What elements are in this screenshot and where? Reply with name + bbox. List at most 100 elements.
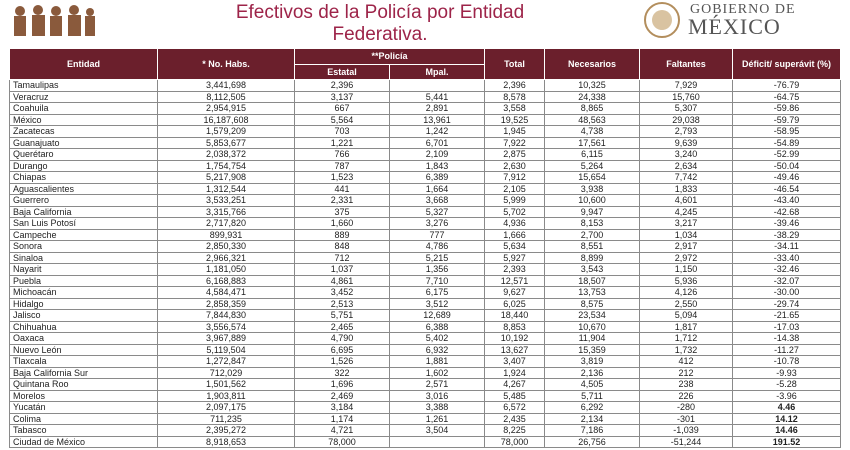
table-cell: 12,689 [389, 309, 485, 322]
table-cell: 2,917 [639, 240, 733, 253]
table-cell: -46.54 [732, 182, 841, 195]
table-cell: 1,732 [639, 343, 733, 356]
table-cell: Oaxaca [9, 332, 158, 345]
table-cell: 2,097,175 [157, 401, 295, 414]
table-cell: Ciudad de México [9, 435, 158, 448]
table-cell: 226 [639, 389, 733, 402]
table-row: Durango 1,754,754 787 1,843 2,630 5,264 2,634-… [9, 159, 841, 172]
table-cell: 899,931 [157, 228, 295, 241]
table-cell: 7,742 [639, 171, 733, 184]
table-cell: 1,945 [484, 125, 545, 138]
table-cell: 2,396 [294, 79, 390, 92]
table-cell: Aguascalientes [9, 182, 158, 195]
table-cell: Puebla [9, 274, 158, 287]
table-cell: 8,575 [544, 297, 640, 310]
table-cell: 2,465 [294, 320, 390, 333]
table-cell: -3.96 [732, 389, 841, 402]
table-cell: 1,272,847 [157, 355, 295, 368]
table-cell: 8,865 [544, 102, 640, 115]
table-cell: 3,558 [484, 102, 545, 115]
table-cell: 212 [639, 366, 733, 379]
table-cell: 1,833 [639, 182, 733, 195]
table-cell: 12,571 [484, 274, 545, 287]
table-cell: 8,551 [544, 240, 640, 253]
table-cell: 9,627 [484, 286, 545, 299]
table-cell: 6,292 [544, 401, 640, 414]
table-cell: 7,929 [639, 79, 733, 92]
table-cell: 1,221 [294, 136, 390, 149]
table-cell: -59.86 [732, 102, 841, 115]
table-cell: 6,175 [389, 286, 485, 299]
table-row: Quintana Roo 1,501,562 1,696 2,571 4,267 4,50… [9, 378, 841, 391]
table-cell: -64.75 [732, 90, 841, 103]
table-cell: 2,630 [484, 159, 545, 172]
table-cell: 1,261 [389, 412, 485, 425]
table-cell: 15,760 [639, 90, 733, 103]
table-cell: 1,903,811 [157, 389, 295, 402]
table-cell: 4,267 [484, 378, 545, 391]
table-cell: 4.46 [732, 401, 841, 414]
table-cell: 5,751 [294, 309, 390, 322]
table-cell: 3,315,766 [157, 205, 295, 218]
table-cell: Zacatecas [9, 125, 158, 138]
table-cell: 191.52 [732, 435, 841, 448]
table-cell: 3,137 [294, 90, 390, 103]
table-cell: 8,153 [544, 217, 640, 230]
table-cell: 1,660 [294, 217, 390, 230]
table-cell: 712,029 [157, 366, 295, 379]
table-cell: -52.99 [732, 148, 841, 161]
table-row: Puebla 6,168,883 4,861 7,710 12,571 18,507 5,9… [9, 274, 841, 287]
title: Efectivos de la Policía por Entidad Fede… [150, 2, 610, 46]
table-cell: México [9, 113, 158, 126]
table-cell: 9,947 [544, 205, 640, 218]
table-row: Tlaxcala 1,272,847 1,526 1,881 3,407 3,819 412… [9, 355, 841, 368]
table-cell: 3,512 [389, 297, 485, 310]
table-cell: Nuevo León [9, 343, 158, 356]
data-table: Entidad * No. Habs. **Policía Total Nece… [9, 48, 841, 448]
table-cell: Yucatán [9, 401, 158, 414]
table-cell: 1,034 [639, 228, 733, 241]
table-cell: Durango [9, 159, 158, 172]
table-cell: 2,571 [389, 378, 485, 391]
table-cell: 5,936 [639, 274, 733, 287]
table-cell: 9,639 [639, 136, 733, 149]
table-cell: 3,407 [484, 355, 545, 368]
table-cell: -1,039 [639, 424, 733, 437]
table-row: Oaxaca 3,967,889 4,790 5,402 10,192 11,904 1,7… [9, 332, 841, 345]
table-cell: 7,922 [484, 136, 545, 149]
table-cell: 6,701 [389, 136, 485, 149]
table-cell: 412 [639, 355, 733, 368]
table-cell: 3,240 [639, 148, 733, 161]
table-cell: 5,327 [389, 205, 485, 218]
table-row: Baja California 3,315,766 375 5,327 5,702 9,9… [9, 205, 841, 218]
table-cell: 5,215 [389, 251, 485, 264]
table-cell: 1,602 [389, 366, 485, 379]
table-cell: 667 [294, 102, 390, 115]
table-cell: 2,435 [484, 412, 545, 425]
table-cell: 5,927 [484, 251, 545, 264]
column-header: Déficit/ superávit (%) [732, 48, 841, 80]
table-cell: 8,225 [484, 424, 545, 437]
table-cell: 766 [294, 148, 390, 161]
table-cell: 6,695 [294, 343, 390, 356]
table-cell: 1,526 [294, 355, 390, 368]
table-cell: 5,264 [544, 159, 640, 172]
table-cell: 2,891 [389, 102, 485, 115]
table-cell: 1,312,544 [157, 182, 295, 195]
table-cell: 3,556,574 [157, 320, 295, 333]
table-cell: 6,115 [544, 148, 640, 161]
table-cell: 13,961 [389, 113, 485, 126]
table-cell: Michoacán [9, 286, 158, 299]
table-cell: 5,119,504 [157, 343, 295, 356]
table-row: Tabasco 2,395,272 4,721 3,504 8,225 7,186 -1,0… [9, 424, 841, 437]
table-cell: 23,534 [544, 309, 640, 322]
logo-text: GOBIERNO DE [690, 2, 796, 17]
table-cell: -42.68 [732, 205, 841, 218]
table-cell: 1,754,754 [157, 159, 295, 172]
table-cell: 1,356 [389, 263, 485, 276]
table-cell: 3,938 [544, 182, 640, 195]
table-cell: 1,664 [389, 182, 485, 195]
table-cell: -59.79 [732, 113, 841, 126]
table-cell: -51,244 [639, 435, 733, 448]
